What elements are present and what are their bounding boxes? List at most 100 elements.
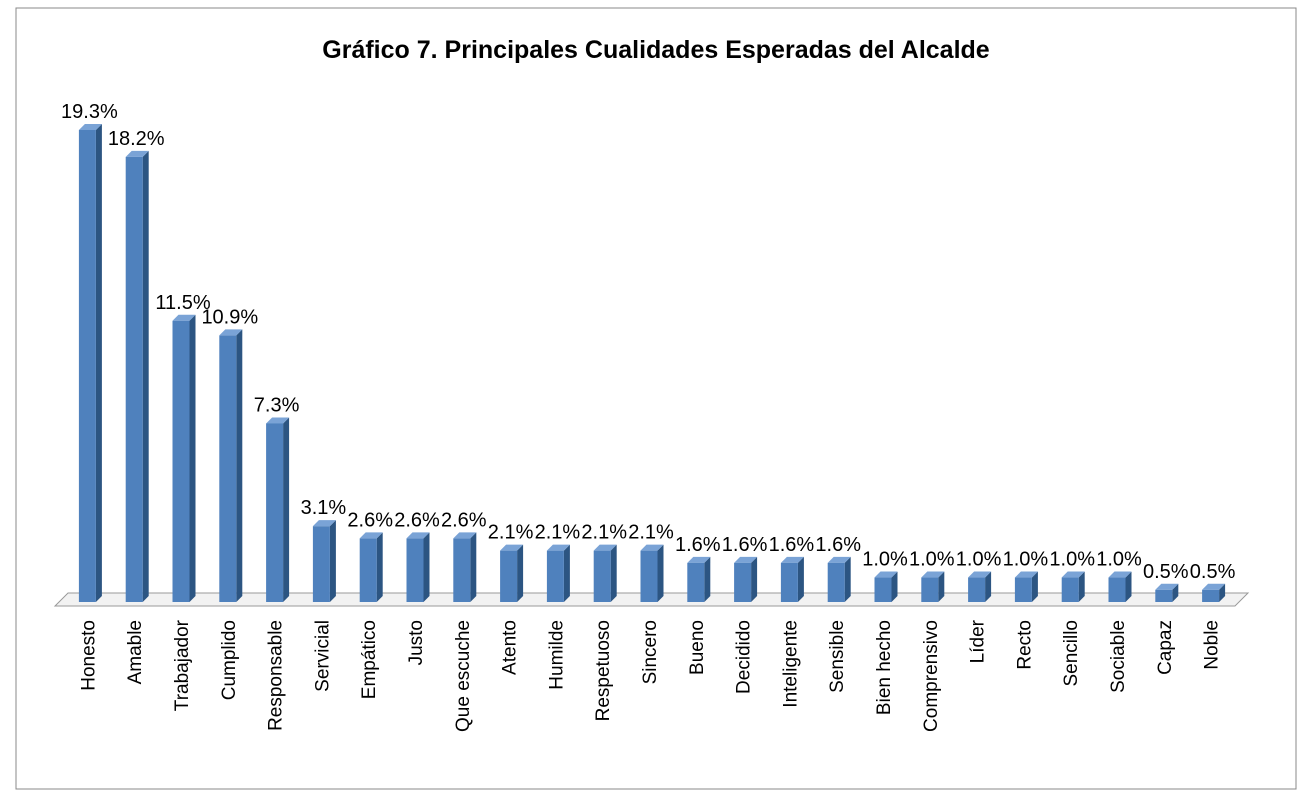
bar [546, 550, 564, 602]
bar-side [1078, 571, 1085, 602]
bar [219, 335, 237, 602]
x-tick-label: Honesto [78, 620, 99, 691]
bar [1108, 577, 1126, 602]
bar-top [312, 520, 336, 527]
bar [453, 538, 471, 602]
bar [687, 562, 705, 602]
data-label: 1.0% [956, 549, 1002, 571]
bar-top [968, 571, 992, 578]
bar [734, 562, 752, 602]
bar [266, 423, 284, 602]
data-label: 0.5% [1143, 561, 1189, 583]
bar-top [546, 544, 570, 551]
data-label: 1.0% [1096, 549, 1142, 571]
x-tick-label: Sociable [1108, 620, 1129, 693]
bar-side [563, 544, 570, 602]
bar-top [1202, 583, 1226, 590]
bar-side [95, 124, 102, 602]
x-tick-label: Inteligente [780, 620, 801, 708]
bar-top [921, 571, 945, 578]
bar-side [844, 556, 851, 602]
bar [1014, 577, 1032, 602]
bar-side [470, 532, 477, 602]
bar-top [500, 544, 524, 551]
bar-top [1155, 583, 1179, 590]
x-tick-label: Empático [359, 620, 380, 699]
bar-top [78, 124, 102, 130]
bar [921, 577, 939, 602]
bar [1202, 589, 1220, 602]
bar-side [1031, 571, 1038, 602]
bar [1155, 589, 1173, 602]
bar-top [453, 532, 477, 539]
bar-side [517, 544, 524, 602]
data-label: 1.6% [722, 534, 768, 556]
data-label: 3.1% [301, 497, 347, 519]
data-label: 1.0% [1049, 549, 1095, 571]
data-label: 0.5% [1190, 561, 1236, 583]
x-tick-label: Bien hecho [874, 620, 895, 715]
bar [406, 538, 424, 602]
bar-top [406, 532, 430, 539]
bar-top [734, 556, 758, 563]
bar [172, 320, 190, 602]
data-label: 2.1% [581, 522, 627, 544]
bar [640, 550, 658, 602]
bar-side [797, 556, 804, 602]
x-tick-label: Bueno [687, 620, 708, 675]
x-tick-label: Decidido [734, 620, 755, 694]
bar-side [704, 556, 711, 602]
chart-title: Gráfico 7. Principales Cualidades Espera… [322, 36, 990, 64]
bar-top [1061, 571, 1085, 578]
x-tick-label: Que escuche [453, 620, 474, 732]
x-tick-label: Servicial [312, 620, 333, 692]
x-tick-label: Recto [1014, 620, 1035, 670]
x-tick-label: Noble [1202, 620, 1223, 670]
bar-top [827, 556, 851, 563]
bar [1061, 577, 1079, 602]
data-label: 1.6% [815, 534, 861, 556]
x-tick-label: Capaz [1155, 620, 1176, 675]
bar-side [1125, 571, 1132, 602]
bar-side [891, 571, 898, 602]
bar-top [1108, 571, 1132, 578]
x-tick-label: Comprensivo [921, 620, 942, 732]
data-label: 19.3% [61, 101, 118, 123]
bar-side [751, 556, 758, 602]
data-label: 7.3% [254, 394, 300, 416]
x-tick-label: Líder [968, 619, 989, 663]
bar [312, 526, 330, 602]
bar [874, 577, 892, 602]
x-tick-label: Trabajador [172, 619, 193, 711]
x-tick-label: Sensible [827, 620, 848, 693]
data-label: 2.1% [535, 522, 581, 544]
bar-side [423, 532, 430, 602]
bar-side [985, 571, 992, 602]
bar-top [687, 556, 711, 563]
data-label: 1.0% [862, 549, 908, 571]
data-label: 2.6% [394, 509, 440, 531]
bar-side [1219, 583, 1226, 602]
bar-top [780, 556, 804, 563]
data-label: 1.0% [909, 549, 955, 571]
bar-top [874, 571, 898, 578]
bar-side [1172, 583, 1179, 602]
data-label: 11.5% [155, 292, 210, 314]
bar [968, 577, 986, 602]
x-tick-label: Sincero [640, 620, 661, 684]
bar [78, 130, 96, 602]
bar [593, 550, 611, 602]
bar-top [359, 532, 383, 539]
bar-side [189, 314, 196, 602]
bar-side [329, 520, 336, 602]
data-label: 2.1% [488, 522, 534, 544]
data-label: 2.6% [441, 509, 487, 531]
bar [500, 550, 518, 602]
bar-top [125, 150, 149, 157]
data-label: 10.9% [201, 306, 258, 328]
data-label: 1.6% [675, 534, 721, 556]
x-tick-label: Amable [125, 620, 146, 684]
bar-top [640, 544, 664, 551]
